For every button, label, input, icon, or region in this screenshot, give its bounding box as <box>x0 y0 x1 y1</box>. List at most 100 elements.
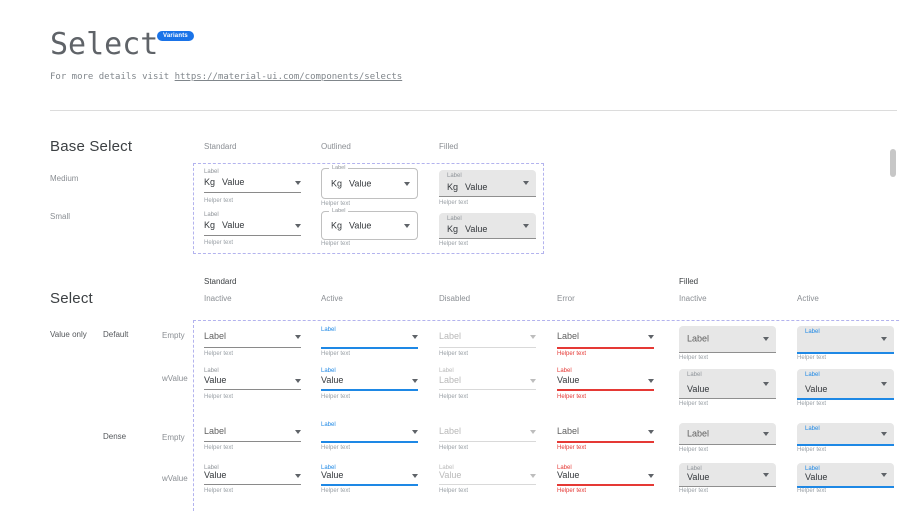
select-standard-inactive-dense-wvalue[interactable]: Label Value Helper text <box>204 458 301 502</box>
select-filled-inactive-default-empty[interactable]: Label Helper text <box>679 320 776 364</box>
dropdown-caret-icon[interactable] <box>881 472 887 477</box>
dropdown-caret-icon[interactable] <box>530 473 536 478</box>
select-filled-inactive-dense-wvalue[interactable]: Label Value Helper text <box>679 458 776 502</box>
dropdown-caret-icon[interactable] <box>881 337 887 341</box>
select-underline <box>439 347 536 348</box>
dropdown-caret-icon[interactable] <box>763 431 769 436</box>
select-standard-active-default-wvalue[interactable]: Label Value Helper text <box>321 362 418 406</box>
select-value: Label <box>557 426 580 436</box>
select-label: Label <box>805 329 820 335</box>
select-standard-error-default-wvalue[interactable]: Label Value Helper text <box>557 362 654 406</box>
dropdown-caret-icon[interactable] <box>763 381 769 386</box>
select-value: Label <box>687 333 710 344</box>
select-standard-inactive-default-empty[interactable]: Label Helper text <box>204 320 301 364</box>
dropdown-caret-icon[interactable] <box>404 223 410 228</box>
select-label: Label <box>321 465 336 471</box>
select-value: Value <box>439 470 462 480</box>
select-value: Value <box>465 224 488 234</box>
select-value: Value <box>465 182 488 192</box>
select-value: Label <box>439 375 462 385</box>
select-value-row: Label <box>439 426 536 437</box>
select-label: Label <box>439 368 454 374</box>
select-filled-active-dense-wvalue[interactable]: Label Value Helper text <box>797 458 894 502</box>
dropdown-caret-icon[interactable] <box>295 378 301 383</box>
dropdown-caret-icon[interactable] <box>404 181 410 186</box>
dropdown-caret-icon[interactable] <box>295 180 301 185</box>
select-value-row: Value <box>204 470 301 481</box>
select-standard-error-dense-empty[interactable]: Label Helper text <box>557 416 654 460</box>
dropdown-caret-icon[interactable] <box>648 473 654 478</box>
dropdown-caret-icon[interactable] <box>523 223 529 228</box>
dropdown-caret-icon[interactable] <box>530 334 536 339</box>
select-value: Value <box>805 384 828 394</box>
header-divider <box>50 110 897 111</box>
state-header-inactive: Inactive <box>204 294 232 303</box>
dropdown-caret-icon[interactable] <box>881 431 887 436</box>
select-underline <box>439 484 536 485</box>
dropdown-caret-icon[interactable] <box>530 429 536 434</box>
select-value: Value <box>349 220 372 230</box>
select-value-row: Label <box>557 331 654 342</box>
select-filled-inactive-default-wvalue[interactable]: Label Value Helper text <box>679 362 776 407</box>
select-standard-inactive-default-wvalue[interactable]: Label Value Helper text <box>204 362 301 406</box>
select-adornment: Kg <box>447 224 459 234</box>
dropdown-caret-icon[interactable] <box>412 334 418 339</box>
select-standard-disabled-dense-wvalue[interactable]: Label Value Helper text <box>439 458 536 502</box>
select-value-row: Label <box>204 331 301 342</box>
select-underline <box>204 235 301 236</box>
select-value: Value <box>204 375 227 385</box>
dropdown-caret-icon[interactable] <box>648 378 654 383</box>
select-standard-disabled-default-empty[interactable]: Label Helper text <box>439 320 536 364</box>
variants-badge: Variants <box>157 31 194 41</box>
dropdown-caret-icon[interactable] <box>881 381 887 386</box>
select-standard-disabled-default-wvalue[interactable]: Label Label Helper text <box>439 362 536 406</box>
variant-boundary <box>193 320 900 511</box>
dropdown-caret-icon[interactable] <box>295 429 301 434</box>
select-standard-active-default-empty[interactable]: Label Helper text <box>321 320 418 364</box>
dropdown-caret-icon[interactable] <box>763 472 769 477</box>
dropdown-caret-icon[interactable] <box>648 429 654 434</box>
helper-text: Helper text <box>439 241 469 247</box>
select-value: Value <box>687 384 710 394</box>
select-underline <box>204 347 301 348</box>
select-standard-inactive-dense-empty[interactable]: Label Helper text <box>204 416 301 460</box>
group-header-filled: Filled <box>679 277 699 286</box>
select-standard-error-default-empty[interactable]: Label Helper text <box>557 320 654 364</box>
helper-text: Helper text <box>439 445 469 451</box>
dropdown-caret-icon[interactable] <box>412 378 418 383</box>
select-label: Label <box>321 422 336 428</box>
dropdown-caret-icon[interactable] <box>530 378 536 383</box>
select-filled-active-default-empty[interactable]: Label Helper text <box>797 320 894 364</box>
select-value-row: Label <box>439 331 536 342</box>
details-link[interactable]: https://material-ui.com/components/selec… <box>174 72 403 82</box>
column-header-standard: Standard <box>204 142 237 151</box>
select-filled-active-default-wvalue[interactable]: Label Value Helper text <box>797 362 894 407</box>
dropdown-caret-icon[interactable] <box>295 334 301 339</box>
select-standard-active-dense-empty[interactable]: Label Helper text <box>321 416 418 460</box>
select-underline <box>439 389 536 390</box>
select-standard-disabled-dense-empty[interactable]: Label Helper text <box>439 416 536 460</box>
row-label-dense: Dense <box>103 432 127 441</box>
select-underline <box>439 441 536 442</box>
dropdown-caret-icon[interactable] <box>412 429 418 434</box>
dropdown-caret-icon[interactable] <box>763 337 769 341</box>
select-value: Value <box>321 375 344 385</box>
scrollbar-thumb[interactable] <box>890 149 896 177</box>
select-filled-active-dense-empty[interactable]: Label Helper text <box>797 416 894 460</box>
select-standard-active-dense-wvalue[interactable]: Label Value Helper text <box>321 458 418 502</box>
helper-text: Helper text <box>439 394 469 400</box>
select-filled-box: Label Value <box>797 463 894 488</box>
select-filled-box: Label Value <box>679 463 776 487</box>
dropdown-caret-icon[interactable] <box>295 473 301 478</box>
select-standard-error-dense-wvalue[interactable]: Label Value Helper text <box>557 458 654 502</box>
select-label: Label <box>321 327 336 333</box>
dropdown-caret-icon[interactable] <box>648 334 654 339</box>
select-adornment: Kg <box>331 220 343 230</box>
dropdown-caret-icon[interactable] <box>412 473 418 478</box>
select-underline <box>321 347 418 349</box>
dropdown-caret-icon[interactable] <box>295 223 301 228</box>
select-underline <box>321 484 418 486</box>
select-filled-inactive-dense-empty[interactable]: Label Helper text <box>679 416 776 460</box>
dropdown-caret-icon[interactable] <box>523 181 529 185</box>
helper-text: Helper text <box>321 351 351 357</box>
